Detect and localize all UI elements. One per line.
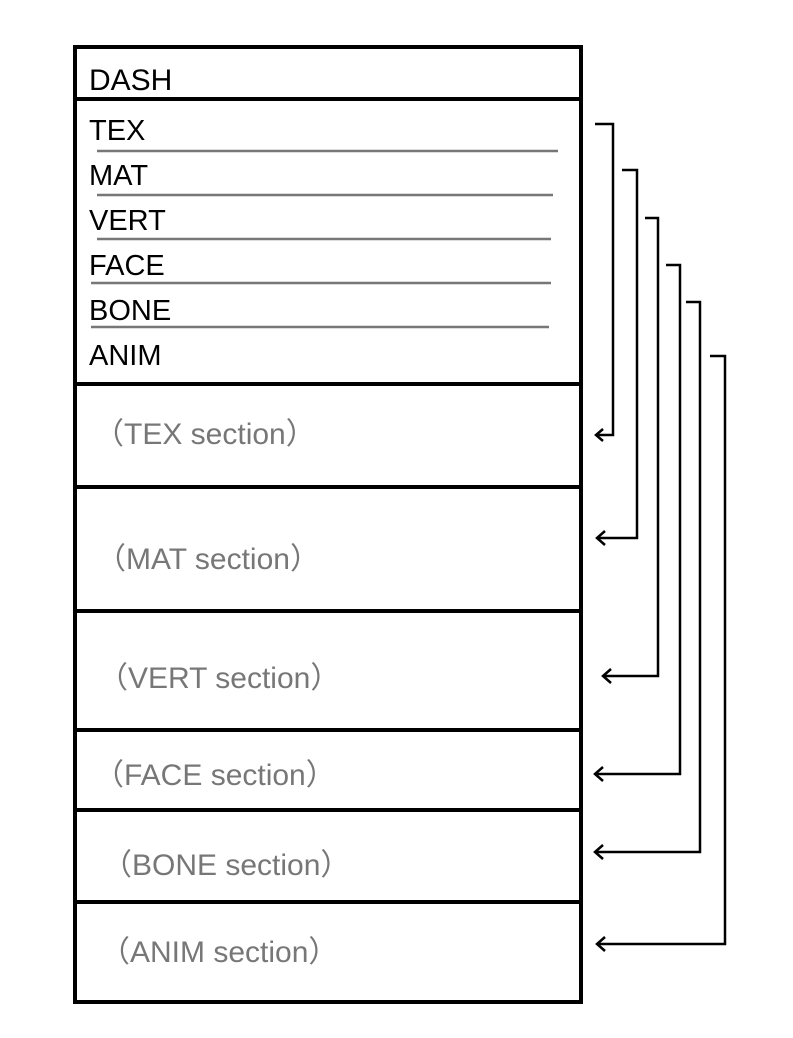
index-entry-vert: VERT xyxy=(89,205,166,237)
index-entry-face: FACE xyxy=(89,250,165,282)
index-entry-bone: BONE xyxy=(89,295,171,327)
section-label-vert: （VERT section） xyxy=(98,662,340,695)
pointer-mat xyxy=(595,168,639,546)
index-entry-mat: MAT xyxy=(89,160,148,192)
section-label-mat: （MAT section） xyxy=(96,543,320,576)
index-entry-tex: TEX xyxy=(89,115,145,147)
section-label-anim: （ANIM section） xyxy=(100,936,338,969)
pointer-face xyxy=(593,263,682,782)
index-entry-anim: ANIM xyxy=(89,340,162,372)
section-label-tex: （TEX section） xyxy=(94,418,316,451)
header-label: DASH xyxy=(89,64,172,97)
pointer-anim xyxy=(595,354,727,952)
pointer-bone xyxy=(593,300,702,860)
pointer-vert xyxy=(601,216,660,684)
pointer-tex xyxy=(594,122,615,442)
section-label-face: （FACE section） xyxy=(94,759,336,792)
section-label-bone: （BONE section） xyxy=(102,849,350,882)
file-outline xyxy=(73,45,583,1004)
